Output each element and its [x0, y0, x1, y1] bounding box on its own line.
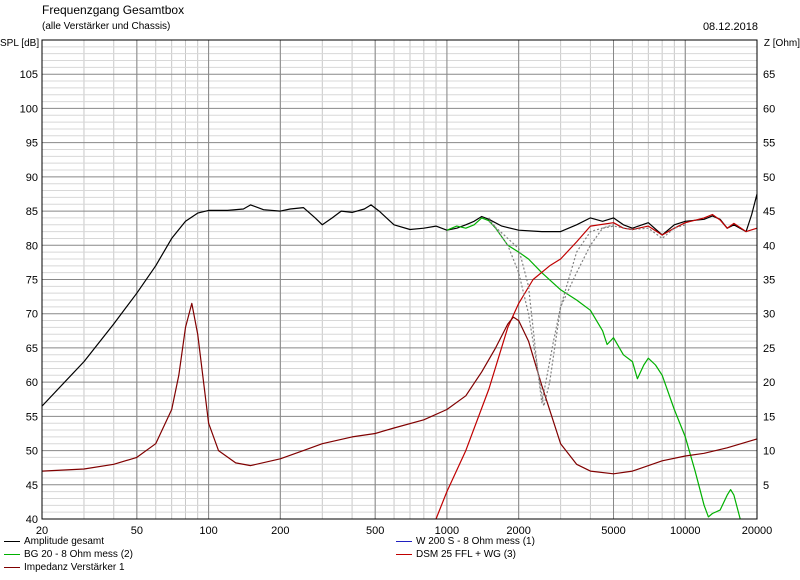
legend-swatch — [4, 567, 20, 568]
y-left-tick-label: 50 — [26, 446, 38, 458]
y-left-tick-label: 85 — [26, 206, 38, 218]
series-line-5 — [488, 220, 686, 404]
legend-swatch — [396, 554, 412, 555]
x-tick-label: 50 — [131, 525, 143, 537]
y-right-tick-label: 65 — [763, 69, 775, 81]
y-left-tick-label: 80 — [26, 240, 38, 252]
tick-labels: 20 50 100 200 500 1000 2000 5000 10000 20000 40 45 5… — [20, 69, 776, 537]
y-left-tick-label: 40 — [26, 514, 38, 526]
y-right-tick-label: 10 — [763, 446, 775, 458]
legend-swatch — [4, 541, 20, 542]
y-right-tick-label: 55 — [763, 138, 775, 150]
x-tick-label: 100 — [199, 525, 217, 537]
y-left-tick-label: 45 — [26, 480, 38, 492]
y-right-tick-label: 30 — [763, 309, 775, 321]
legend-label: DSM 25 FFL + WG (3) — [416, 549, 516, 560]
series-line-0 — [41, 193, 758, 407]
legend-item: W 200 S - 8 Ohm mess (1) — [396, 536, 535, 547]
y-axis-right-label: Z [Ohm] — [763, 38, 800, 49]
y-right-tick-label: 60 — [763, 103, 775, 115]
y-right-tick-label: 35 — [763, 275, 775, 287]
x-tick-label: 2000 — [506, 525, 530, 537]
legend-item: DSM 25 FFL + WG (3) — [396, 549, 516, 560]
y-right-tick-label: 40 — [763, 240, 775, 252]
legend-item: Amplitude gesamt — [4, 536, 104, 547]
y-left-tick-label: 100 — [20, 103, 38, 115]
x-tick-label: 5000 — [601, 525, 625, 537]
legend-item: BG 20 - 8 Ohm mess (2) — [4, 549, 133, 560]
legend-label: Impedanz Verstärker 1 — [24, 562, 125, 573]
legend-item: Impedanz Verstärker 1 — [4, 562, 125, 573]
y-left-tick-label: 75 — [26, 275, 38, 287]
grid-major — [41, 39, 758, 520]
y-right-tick-label: 45 — [763, 206, 775, 218]
legend-label: BG 20 - 8 Ohm mess (2) — [24, 549, 133, 560]
chart-title: Frequenzgang Gesamtbox — [42, 3, 185, 17]
x-tick-label: 10000 — [670, 525, 701, 537]
series-line-4 — [41, 302, 758, 475]
chart-date: 08.12.2018 — [702, 21, 758, 33]
y-left-tick-label: 90 — [26, 172, 38, 184]
y-left-tick-label: 105 — [20, 69, 38, 81]
chart-subtitle: (alle Verstärker und Chassis) — [42, 21, 171, 32]
series-line-1 — [446, 217, 741, 520]
series-layer — [41, 193, 758, 520]
legend-label: W 200 S - 8 Ohm mess (1) — [416, 536, 535, 547]
y-left-tick-label: 65 — [26, 343, 38, 355]
legend-swatch — [396, 541, 412, 542]
y-left-tick-label: 70 — [26, 309, 38, 321]
series-line-6 — [488, 217, 614, 407]
x-tick-label: 20000 — [742, 525, 773, 537]
y-right-tick-label: 5 — [763, 480, 769, 492]
y-left-tick-label: 60 — [26, 377, 38, 389]
legend-swatch — [4, 554, 20, 555]
y-left-tick-label: 55 — [26, 411, 38, 423]
legend-label: Amplitude gesamt — [24, 536, 105, 547]
y-right-tick-label: 50 — [763, 172, 775, 184]
x-tick-label: 1000 — [435, 525, 459, 537]
x-tick-label: 200 — [271, 525, 289, 537]
plot-frame — [41, 39, 758, 520]
x-tick-label: 20 — [36, 525, 48, 537]
y-right-tick-label: 20 — [763, 377, 775, 389]
y-axis-left-label: SPL [dB] — [0, 38, 40, 49]
y-left-tick-label: 95 — [26, 138, 38, 150]
y-right-tick-label: 25 — [763, 343, 775, 355]
x-tick-label: 500 — [366, 525, 384, 537]
y-right-tick-label: 15 — [763, 411, 775, 423]
